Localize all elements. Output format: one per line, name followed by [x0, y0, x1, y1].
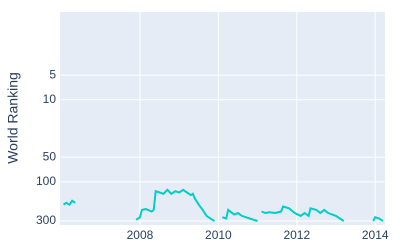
y-axis-title: World Ranking [5, 72, 21, 164]
y-tick-label: 300 [36, 213, 56, 227]
x-tick-label: 2010 [205, 228, 232, 242]
x-tick-label: 2008 [127, 228, 154, 242]
ranking-line [62, 188, 384, 222]
y-tick-label: 100 [36, 174, 56, 188]
y-tick-label: 50 [43, 149, 57, 163]
plot-area [60, 12, 385, 225]
x-tick-label: 2014 [362, 228, 389, 242]
y-tick-label: 10 [43, 92, 57, 106]
y-tick-label: 5 [49, 67, 56, 81]
x-tick-label: 2012 [283, 228, 310, 242]
